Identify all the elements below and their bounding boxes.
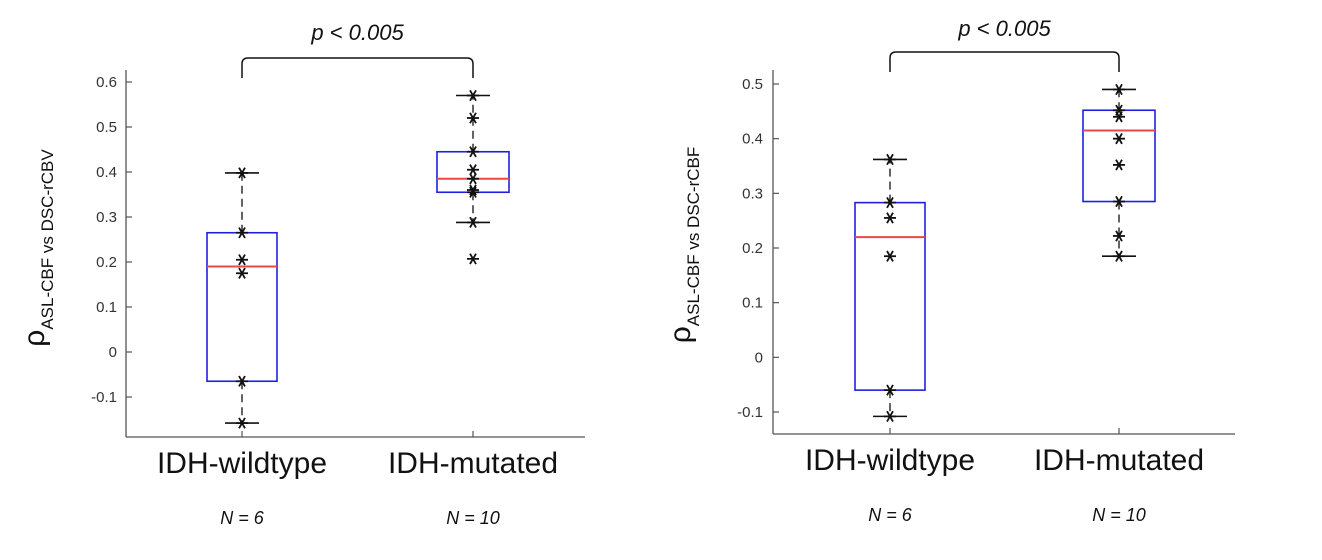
asterisk-stroke (238, 375, 246, 387)
asterisk-stroke (238, 227, 246, 239)
chart-2-group-2-data-point (1113, 250, 1125, 262)
asterisk-stroke (469, 186, 477, 198)
chart-2-y-tick-label: 0.5 (742, 76, 763, 93)
chart-2-group-2-data-point (1113, 195, 1125, 208)
chart-2-y-tick-label: 0.3 (742, 185, 763, 202)
asterisk-stroke (469, 253, 477, 265)
chart-2-significance-label: p < 0.005 (957, 16, 1051, 41)
chart-1-group-2-box (436, 150, 510, 194)
chart-2-group-1-data-point (884, 212, 896, 224)
asterisk-stroke (1115, 133, 1123, 145)
chart-1-y-axis-label: ρASL-CBF vs DSC-rCBV (18, 149, 57, 347)
chart-1-group-1-data-point (236, 167, 248, 179)
asterisk-stroke (886, 384, 894, 396)
chart-1-group-1-data-point (236, 227, 248, 239)
asterisk-stroke (1115, 230, 1123, 242)
chart-2-group-2-box (1082, 109, 1156, 203)
chart-1-group-2-data-point (467, 173, 479, 185)
chart-1-significance-bracket (241, 57, 474, 78)
chart-2-y-tick-label: 0 (755, 349, 763, 366)
chart-2-group-1-data-point (884, 196, 896, 209)
chart-2-significance-bracket (889, 51, 1120, 72)
asterisk-stroke (886, 410, 894, 423)
chart-1-group-2-data-point (467, 146, 479, 158)
chart-2-y-axis-label: ρASL-CBF vs DSC-rCBF (664, 147, 703, 344)
asterisk-stroke (469, 164, 477, 176)
chart-1-group-2-n-label: N = 10 (446, 508, 500, 528)
chart-2-group-2-n-label: N = 10 (1092, 505, 1146, 525)
asterisk-stroke (238, 267, 246, 279)
chart-2-group-1-n-label: N = 6 (868, 505, 913, 525)
chart-1-group-2-data-point (467, 89, 479, 102)
chart-2-group-2-data-point (1113, 83, 1125, 96)
chart-2-group-1-category-label: IDH-wildtype (805, 444, 975, 477)
chart-1-significance-label: p < 0.005 (310, 20, 404, 45)
chart-1-group-2-data-point (467, 112, 479, 124)
chart-2-group-1-data-point (884, 410, 896, 423)
y-axis-label-main: ρ (18, 330, 51, 347)
asterisk-stroke (469, 184, 477, 196)
chart-1-group-2-data-point (467, 216, 479, 229)
asterisk-stroke (469, 216, 477, 229)
asterisk-stroke (469, 173, 477, 185)
chart-1-group-1-data-point (236, 417, 248, 429)
asterisk-stroke (886, 250, 894, 262)
asterisk-stroke (1115, 111, 1123, 123)
chart-1-y-tick-label: -0.1 (91, 389, 117, 406)
chart-2-y-tick-label: 0.2 (742, 240, 763, 257)
chart-1-group-1-n-label: N = 6 (220, 508, 265, 528)
chart-2-y-tick-label: 0.4 (742, 131, 763, 148)
chart-1-y-tick-label: 0.3 (96, 209, 117, 226)
chart-1-y-tick-label: 0.1 (96, 299, 117, 316)
chart-2-group-1-box (854, 201, 926, 391)
y-axis-label-main: ρ (664, 326, 697, 343)
chart-2-group-1-data-point (884, 384, 896, 396)
y-axis-label-subscript: ASL-CBF vs DSC-rCBV (38, 149, 57, 330)
chart-1-group-2-data-point (467, 253, 479, 265)
chart-1-group-1-data-point (236, 267, 248, 279)
asterisk-stroke (1115, 159, 1123, 171)
chart-1-group-1-data-point (236, 375, 248, 387)
asterisk-stroke (1115, 83, 1123, 96)
asterisk-stroke (469, 112, 477, 124)
chart-1-y-tick-label: 0 (109, 344, 117, 361)
asterisk-stroke (886, 153, 894, 166)
asterisk-stroke (1115, 250, 1123, 262)
chart-1-y-tick-label: 0.4 (96, 164, 117, 181)
asterisk-stroke (238, 167, 246, 179)
chart-1-group-2-data-point (467, 186, 479, 198)
chart-1-group-2-category-label: IDH-mutated (388, 447, 558, 480)
chart-1-group-2-data-point (467, 164, 479, 176)
chart-1-group-1-data-point (236, 254, 248, 266)
asterisk-stroke (238, 417, 246, 429)
y-axis-label-subscript: ASL-CBF vs DSC-rCBF (684, 147, 703, 326)
chart-2-group-1-data-point (884, 250, 896, 262)
chart-1-y-tick-label: 0.5 (96, 119, 117, 136)
asterisk-stroke (469, 146, 477, 158)
chart-1-group-2-data-point (467, 184, 479, 196)
asterisk-stroke (886, 196, 894, 209)
chart-2-y-tick-label: 0.1 (742, 295, 763, 312)
chart-2-group-2-data-point (1113, 159, 1125, 171)
asterisk-stroke (469, 89, 477, 102)
chart-1-y-tick-label: 0.6 (96, 74, 117, 91)
chart-2-group-2-category-label: IDH-mutated (1034, 444, 1204, 477)
chart-2-group-1-data-point (884, 153, 896, 166)
chart-2-group-2-data-point (1113, 230, 1125, 242)
chart-1-y-tick-label: 0.2 (96, 254, 117, 271)
asterisk-stroke (1115, 195, 1123, 208)
asterisk-stroke (886, 212, 894, 224)
chart-1-group-1-box (206, 231, 278, 383)
asterisk-stroke (238, 254, 246, 266)
chart-2-y-tick-label: -0.1 (737, 404, 763, 421)
chart-1-group-1-category-label: IDH-wildtype (157, 447, 327, 480)
chart-2-group-2-data-point (1113, 111, 1125, 123)
chart-2-group-2-data-point (1113, 133, 1125, 145)
